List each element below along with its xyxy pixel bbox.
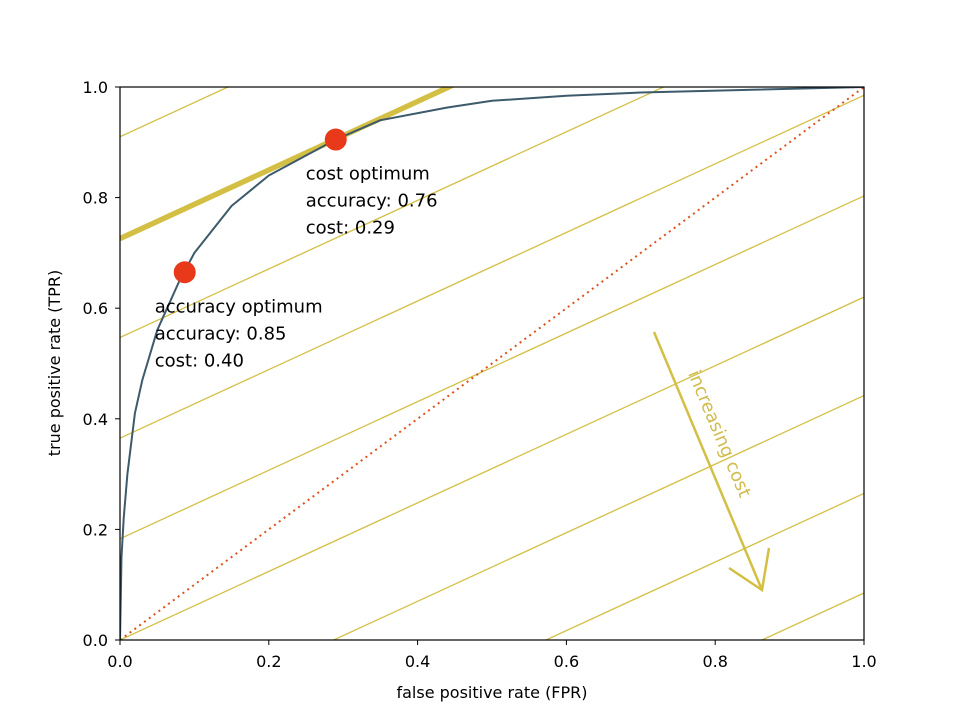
iso-cost-line-3: [120, 94, 864, 439]
accuracy-optimum-point-annotation-line-1: accuracy: 0.85: [155, 323, 287, 344]
cost-optimum-point-annotation-line-1: accuracy: 0.76: [306, 191, 438, 212]
y-tick-label-2: 0.4: [83, 410, 108, 429]
plot-frame: [119, 86, 865, 641]
roc-curve-line: [120, 87, 864, 640]
y-tick-label-5: 1.0: [83, 78, 108, 97]
y-tick-label-4: 0.8: [83, 189, 108, 208]
optimal-iso-cost-line: [120, 87, 456, 242]
iso-cost-lines: [120, 87, 864, 640]
iso-cost-line-4: [120, 195, 864, 540]
chance-layer: [120, 87, 864, 640]
y-tick-label-3: 0.6: [83, 299, 108, 318]
cost-optimum-point: [324, 128, 347, 151]
ticks-layer: 0.0 0.2 0.4 0.6 0.8 1.0 0.0 0.2 0.4 0.6 0.8 1.0: [83, 78, 877, 671]
y-tick-label-1: 0.2: [83, 520, 108, 539]
iso-cost-line-7: [544, 492, 864, 640]
x-tick-label-4: 0.8: [702, 652, 727, 671]
roc-layer: [120, 87, 864, 640]
iso-cost-line-2: [120, 87, 666, 339]
x-axis-label: false positive rate (FPR): [396, 683, 587, 702]
accuracy-optimum-point-annotation-line-2: cost: 0.40: [155, 350, 244, 371]
x-tick-label-2: 0.4: [405, 652, 430, 671]
cost-optimum-point-annotation-line-2: cost: 0.29: [306, 218, 395, 239]
iso-cost-line-1: [120, 87, 446, 237]
x-tick-label-3: 0.6: [554, 652, 579, 671]
y-axis-label: true positive rate (TPR): [45, 270, 64, 456]
cost-optimum-point-annotation-line-0: cost optimum: [306, 164, 430, 185]
increasing-cost-arrowhead: [728, 547, 771, 593]
iso-cost-line-0: [120, 87, 230, 138]
x-tick-label-1: 0.2: [256, 652, 281, 671]
points-layer: cost optimum accuracy: 0.76 cost: 0.29 accu…: [155, 128, 438, 371]
iso-cost-line-5: [120, 296, 864, 640]
x-tick-label-0: 0.0: [107, 652, 132, 671]
increasing-cost-arrow-group: increasing cost: [652, 331, 771, 593]
chance-diagonal-line: [120, 87, 864, 640]
increasing-cost-label: increasing cost: [683, 367, 755, 500]
iso-cost-line-6: [332, 394, 864, 640]
x-tick-label-5: 1.0: [851, 652, 876, 671]
accuracy-optimum-point: [173, 261, 196, 284]
y-tick-label-0: 0.0: [83, 631, 108, 650]
increasing-cost-arrow: [652, 331, 764, 591]
accuracy-optimum-point-annotation-line-0: accuracy optimum: [155, 296, 323, 317]
